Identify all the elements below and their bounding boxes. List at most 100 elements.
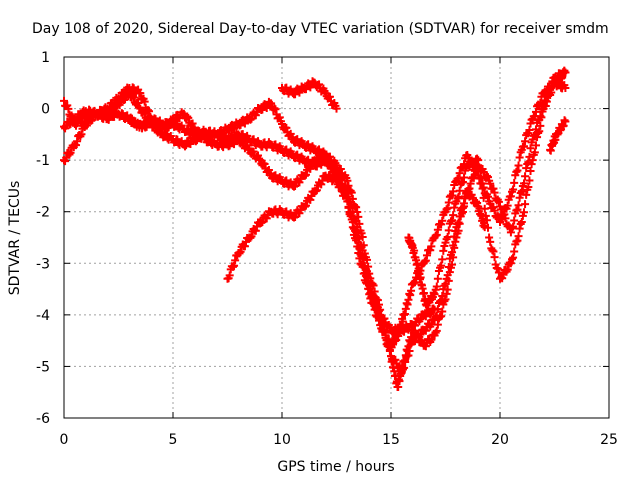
data-point [398, 365, 407, 374]
data-point [514, 161, 523, 170]
data-point [244, 144, 253, 153]
data-point [410, 278, 419, 287]
data-point [359, 261, 368, 270]
data-point [236, 247, 245, 256]
y-axis-label: SDTVAR / TECUs [7, 181, 23, 296]
data-point [506, 228, 515, 237]
data-point [469, 160, 478, 169]
data-point [521, 137, 530, 146]
data-point [437, 220, 446, 229]
data-point [155, 125, 164, 134]
data-point [336, 182, 345, 191]
x-tick-label: 15 [382, 432, 400, 448]
y-tick-label: 1 [41, 50, 50, 66]
data-point [536, 121, 545, 130]
data-point [135, 103, 144, 112]
data-point [542, 97, 551, 106]
data-point [494, 197, 503, 206]
data-point [449, 241, 458, 250]
data-point [307, 161, 316, 170]
data-point [164, 123, 173, 132]
data-point [510, 247, 519, 256]
data-point [365, 285, 374, 294]
data-point [522, 190, 531, 199]
data-point [458, 178, 467, 187]
data-point [421, 326, 430, 335]
data-point [484, 192, 493, 201]
data-point [448, 191, 457, 200]
data-point [438, 216, 447, 225]
data-point [507, 255, 516, 264]
data-point [519, 179, 528, 188]
data-point [455, 169, 464, 178]
data-point [332, 104, 341, 113]
y-tick-label: -4 [36, 308, 50, 324]
data-point [526, 144, 535, 153]
data-point [291, 212, 300, 221]
data-point [524, 182, 533, 191]
data-point [384, 342, 393, 351]
data-point [427, 320, 436, 329]
data-point [336, 164, 345, 173]
data-point [513, 236, 522, 245]
data-point [356, 250, 365, 259]
data-point [121, 95, 130, 104]
data-point [170, 116, 179, 125]
data-point [134, 99, 143, 108]
data-point [318, 176, 327, 185]
data-point [291, 182, 300, 191]
data-point [151, 122, 160, 131]
data-point [453, 194, 462, 203]
data-point [369, 292, 378, 301]
data-point [68, 113, 77, 122]
data-point [432, 326, 441, 335]
data-point [535, 127, 544, 136]
data-point [515, 193, 524, 202]
data-point [312, 186, 321, 195]
x-tick-label: 5 [169, 432, 178, 448]
data-point [514, 201, 523, 210]
data-point [433, 225, 442, 234]
plot-frame [63, 56, 610, 419]
data-point [331, 175, 340, 184]
data-point [145, 114, 154, 123]
data-point [475, 164, 484, 173]
chart-title: Day 108 of 2020, Sidereal Day-to-day VTE… [32, 21, 609, 37]
data-point [514, 232, 523, 241]
data-point [361, 271, 370, 280]
data-point [251, 226, 260, 235]
data-point [488, 246, 497, 255]
data-point [410, 321, 419, 330]
data-point [249, 147, 258, 156]
data-point [558, 73, 567, 82]
data-point [522, 164, 531, 173]
data-point [528, 135, 537, 144]
data-point [109, 108, 118, 117]
data-point [437, 261, 446, 270]
y-tick-label: 0 [41, 102, 50, 118]
data-point [561, 83, 570, 92]
data-point [437, 296, 446, 305]
data-point [515, 153, 524, 162]
data-point [445, 254, 454, 263]
data-point [460, 199, 469, 208]
x-tick-label: 25 [600, 432, 618, 448]
data-point [513, 205, 522, 214]
data-point [446, 217, 455, 226]
data-point [444, 198, 453, 207]
data-point [510, 216, 519, 225]
data-point [506, 192, 515, 201]
data-point [363, 273, 372, 282]
data-point [441, 279, 450, 288]
data-point [455, 186, 464, 195]
data-point [485, 233, 494, 242]
data-point [189, 123, 198, 132]
data-point [231, 256, 240, 265]
axis-ticks: 0 5 10 15 20 25 -6 -5 -4 -3 -2 -1 0 1 [36, 50, 618, 448]
data-point [561, 117, 570, 126]
data-point [466, 179, 475, 188]
data-point [432, 230, 441, 239]
data-point [129, 93, 138, 102]
data-point [438, 292, 447, 301]
